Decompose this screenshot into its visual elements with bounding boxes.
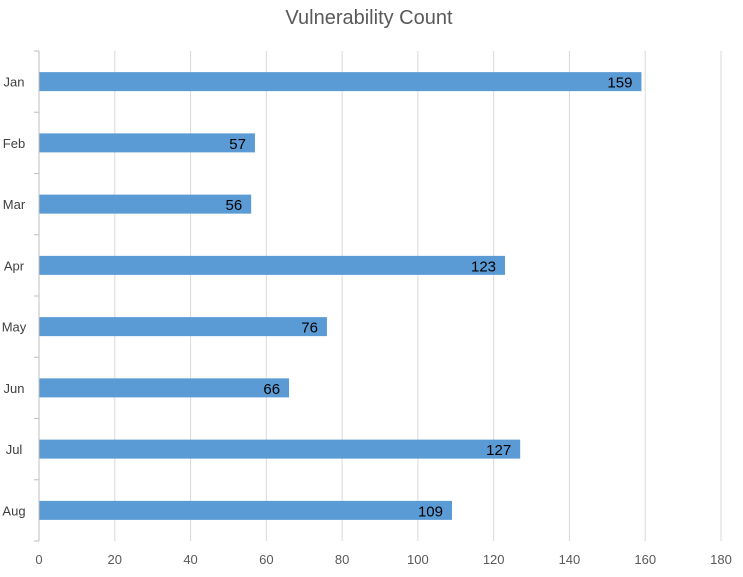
data-label-jan: 159 xyxy=(607,75,632,92)
x-tick-label: 160 xyxy=(634,552,656,567)
category-label: Mar xyxy=(3,197,26,212)
bar-jun xyxy=(39,378,290,398)
labels: 0 20 40 60 80 100 120 140 160 180 Jan 159 Feb 57 Mar 56… xyxy=(2,75,732,567)
category-label: Aug xyxy=(2,503,25,518)
gridlines xyxy=(114,51,722,541)
x-tick-label: 100 xyxy=(407,552,429,567)
data-label-feb: 57 xyxy=(229,136,246,153)
bar-feb xyxy=(39,133,255,153)
x-tick-label: 0 xyxy=(35,552,42,567)
data-label-may: 76 xyxy=(301,320,318,337)
data-label-jun: 66 xyxy=(263,381,280,398)
bar-mar xyxy=(39,194,252,214)
category-label: Jul xyxy=(6,442,23,457)
bar-jul xyxy=(39,439,521,459)
category-label: Feb xyxy=(3,136,25,151)
chart-title: Vulnerability Count xyxy=(285,7,453,29)
category-label: May xyxy=(2,320,27,335)
bar-jan xyxy=(39,72,642,92)
x-tick-label: 180 xyxy=(710,552,732,567)
bar-apr xyxy=(39,255,506,275)
x-tick-label: 140 xyxy=(559,552,581,567)
category-label: Jun xyxy=(4,381,25,396)
data-label-aug: 109 xyxy=(418,503,443,520)
x-tick-label: 40 xyxy=(183,552,197,567)
category-label: Apr xyxy=(4,258,25,273)
bars xyxy=(39,72,642,520)
x-tick-label: 120 xyxy=(483,552,505,567)
bar-aug xyxy=(39,500,452,520)
category-label: Jan xyxy=(4,75,25,90)
x-tick-label: 60 xyxy=(259,552,273,567)
x-tick-label: 80 xyxy=(335,552,349,567)
axes xyxy=(34,50,40,542)
bar-may xyxy=(39,317,327,337)
data-label-apr: 123 xyxy=(471,258,496,275)
data-label-jul: 127 xyxy=(486,442,511,459)
x-tick-label: 20 xyxy=(108,552,122,567)
data-label-mar: 56 xyxy=(225,197,242,214)
